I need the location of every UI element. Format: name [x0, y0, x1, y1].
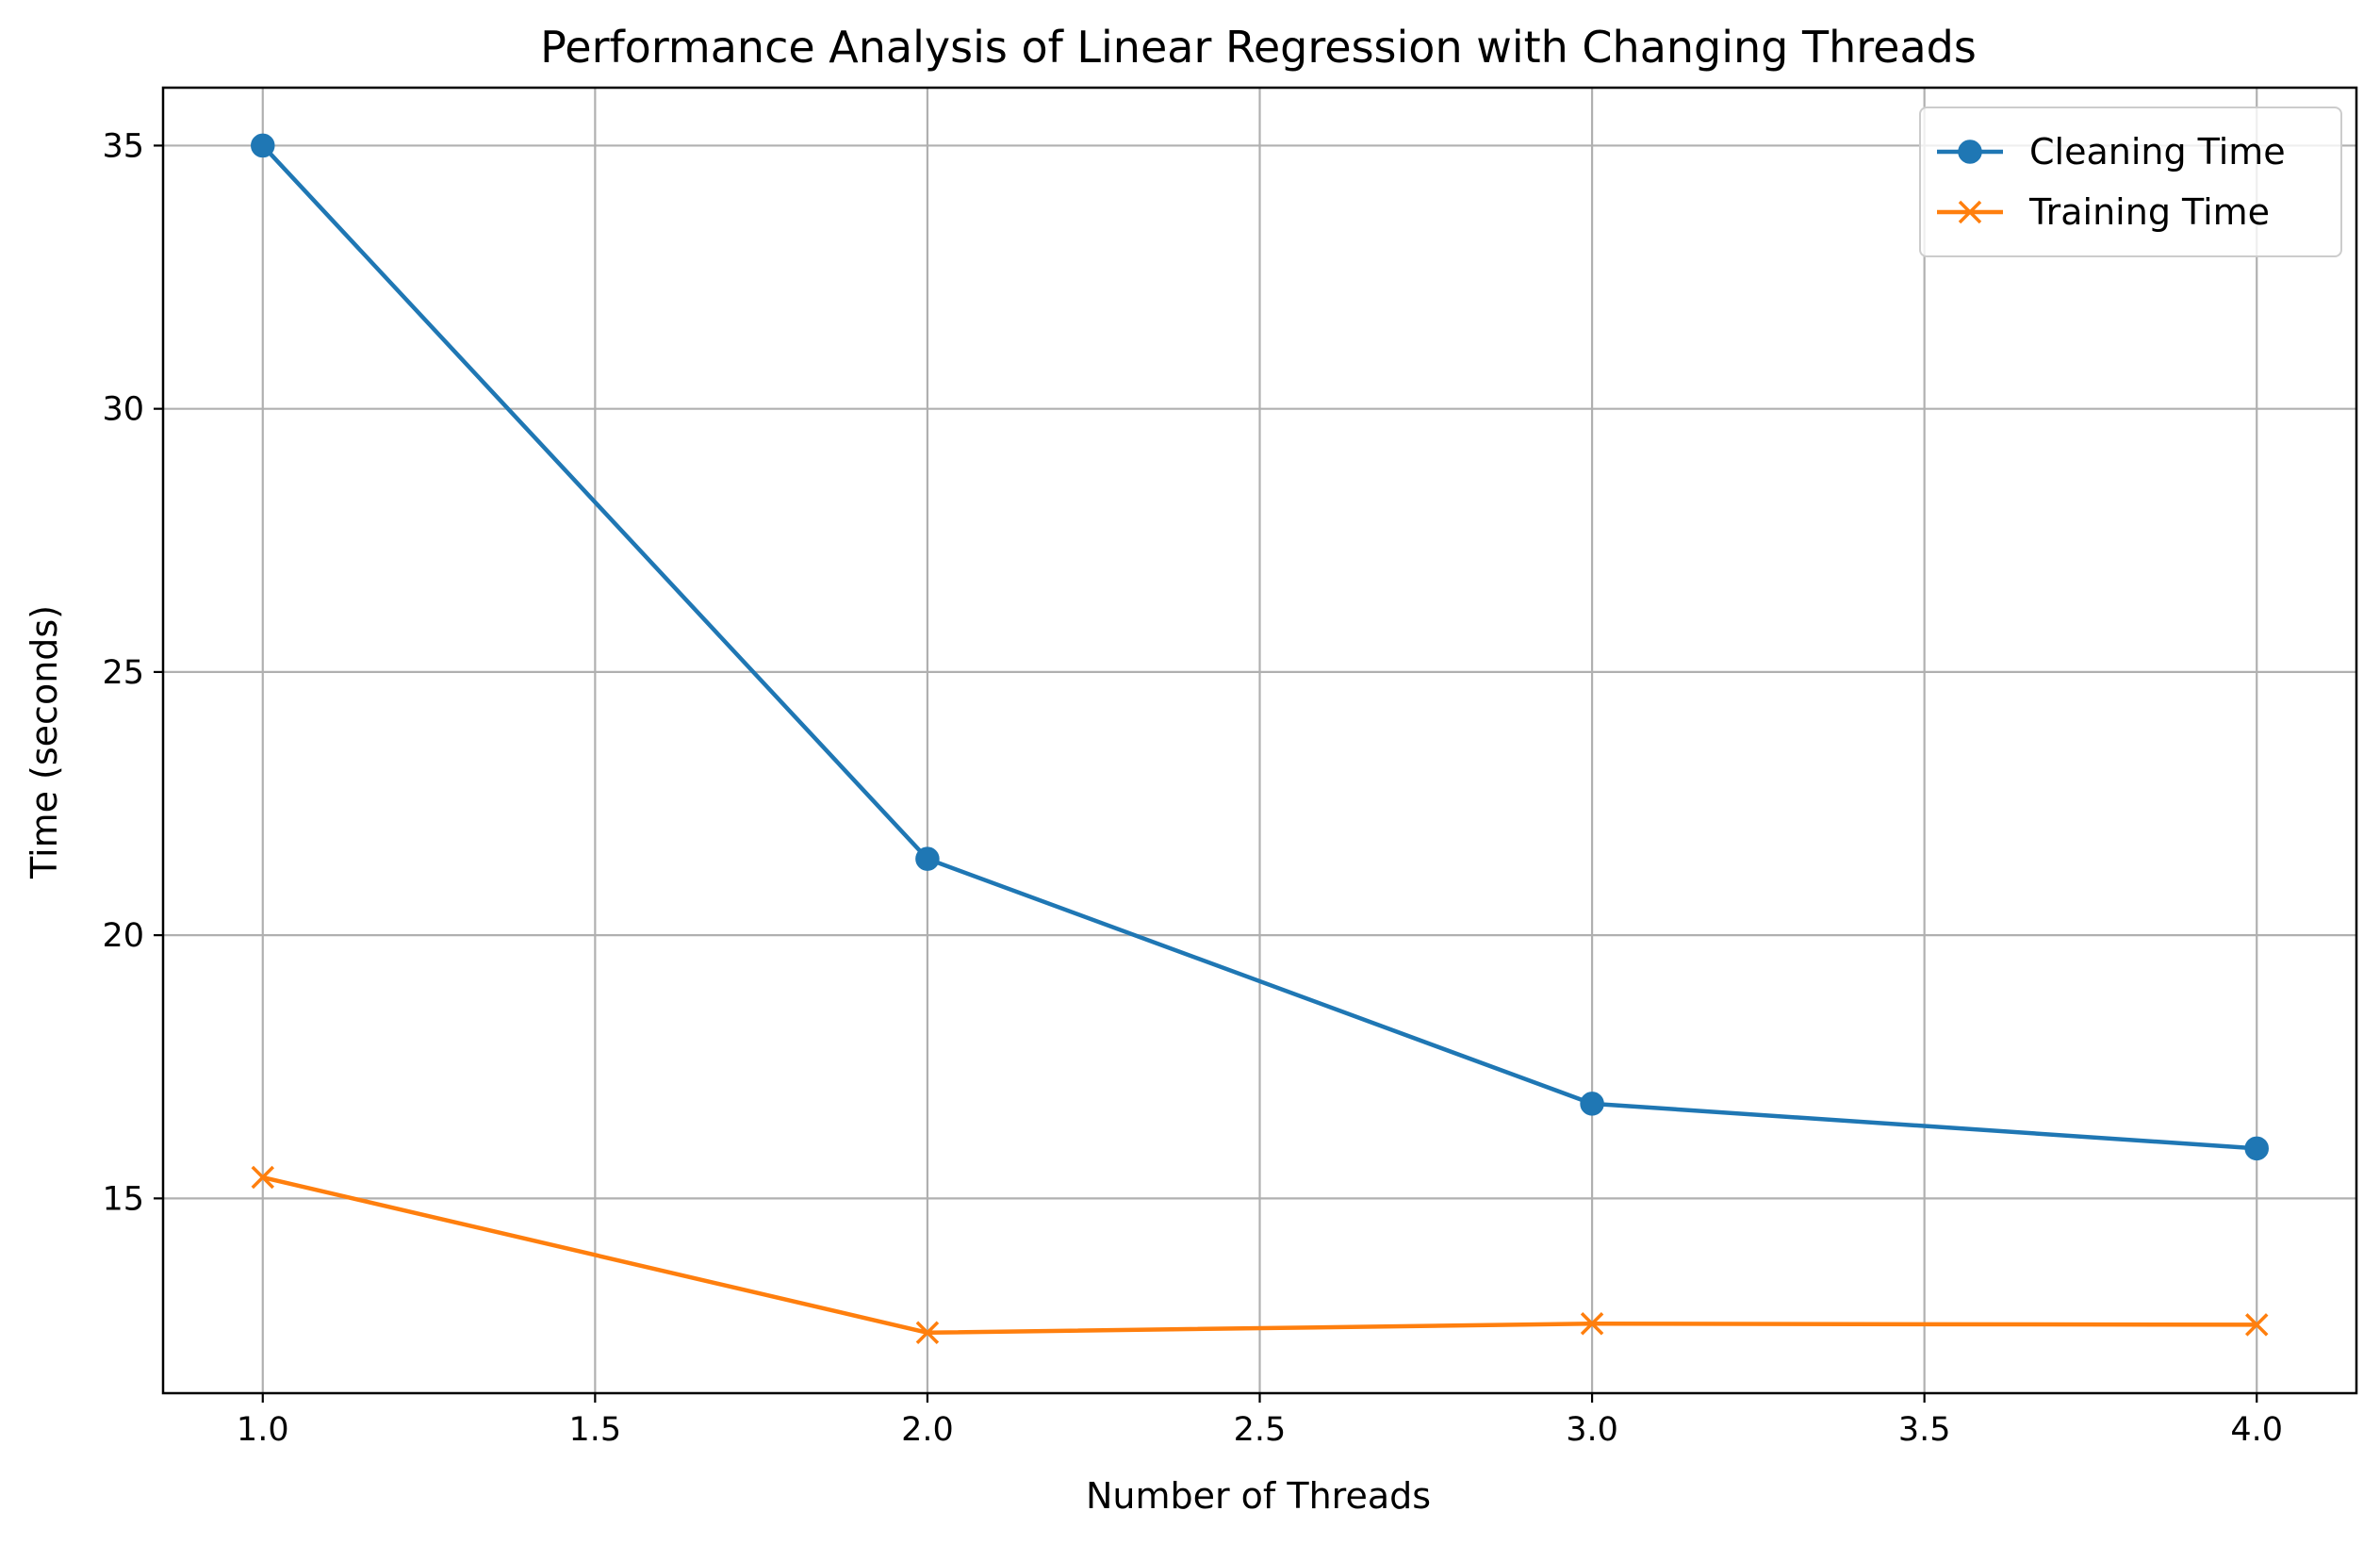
y-tick-label: 15 [102, 1180, 144, 1218]
legend-label: Cleaning Time [2029, 131, 2286, 172]
x-tick-label: 3.5 [1898, 1411, 1951, 1449]
cleaning-time-point [251, 133, 275, 158]
legend: Cleaning Time Training Time [1919, 107, 2342, 257]
training-time-point [2244, 1313, 2269, 1337]
training-time-point [915, 1321, 940, 1345]
training-time-line [260, 1174, 2259, 1336]
legend-item-cleaning-time: Cleaning Time [1937, 131, 2286, 172]
x-tick-label: 1.5 [569, 1411, 622, 1449]
x-axis-title: Number of Threads [1086, 1475, 1431, 1517]
legend-item-training-time: Training Time [1937, 191, 2270, 233]
legend-swatch-marker [1958, 200, 1982, 224]
series-layer [251, 133, 2269, 1345]
cleaning-time-point [1580, 1092, 1604, 1116]
training-time-point [1580, 1312, 1604, 1336]
x-tick-label: 4.0 [2230, 1411, 2283, 1449]
chart-title: Performance Analysis of Linear Regressio… [540, 22, 1977, 73]
series-cleaning-time [251, 133, 2269, 1161]
y-tick-label: 35 [102, 127, 144, 165]
grid [163, 88, 2356, 1393]
series-training-time [251, 1165, 2269, 1345]
x-tick-label: 2.5 [1234, 1411, 1287, 1449]
axis-ticks: 1.0 1.5 2.0 2.5 3.0 3.5 4.0 15 20 25 30 35 [102, 127, 2283, 1449]
legend-label: Training Time [2028, 191, 2270, 233]
y-tick-label: 20 [102, 917, 144, 955]
y-tick-label: 25 [102, 654, 144, 692]
legend-box [1919, 107, 2342, 257]
y-axis-title: Time (seconds) [24, 605, 65, 879]
cleaning-time-point [2244, 1136, 2269, 1161]
cleaning-time-point [915, 846, 940, 871]
training-time-point [251, 1165, 275, 1190]
x-tick-label: 1.0 [237, 1411, 289, 1449]
x-tick-label: 3.0 [1566, 1411, 1618, 1449]
legend-swatch-marker [1958, 140, 1982, 164]
y-tick-label: 30 [102, 391, 144, 429]
cleaning-time-line [259, 142, 2259, 1151]
x-tick-label: 2.0 [901, 1411, 954, 1449]
